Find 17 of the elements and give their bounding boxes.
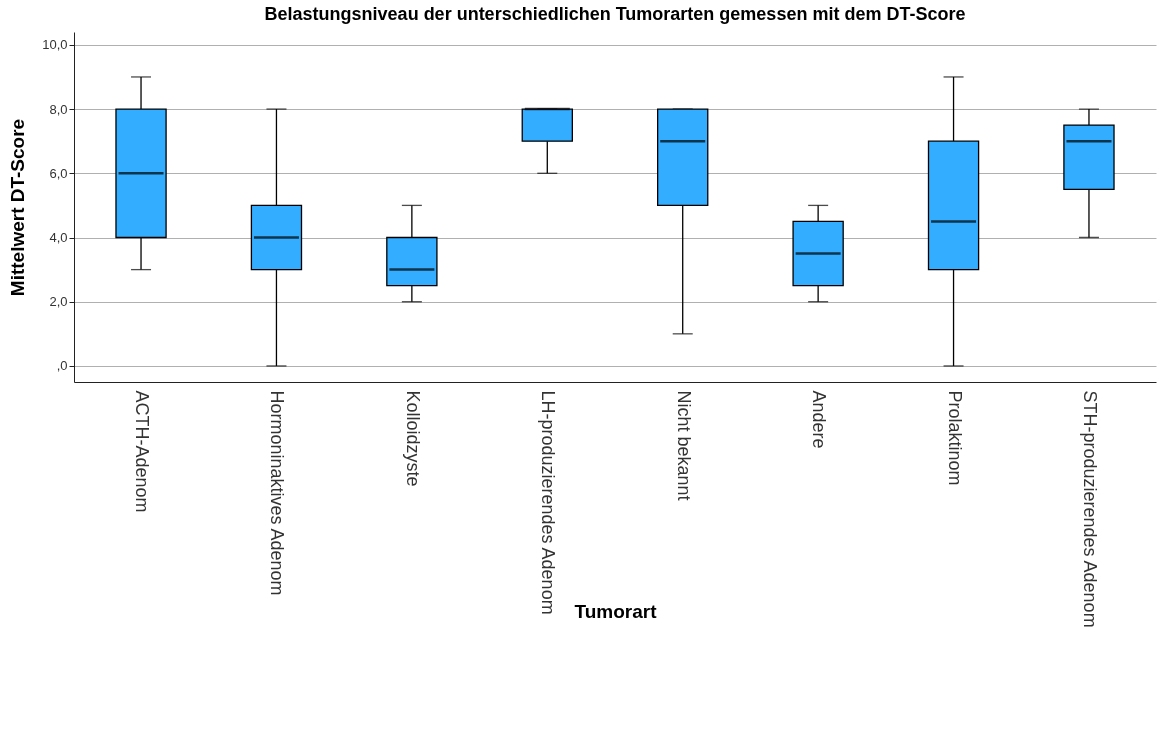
x-axis-title: Tumorart — [574, 600, 658, 622]
y-tick-label: ,0 — [56, 358, 68, 374]
y-tick-label: 6,0 — [49, 165, 68, 181]
chart-title: Belastungsniveau der unterschiedlichen Tumorarten gemessen mit dem DT-Score — [264, 4, 966, 24]
x-tick-label: Nicht bekannt — [673, 390, 694, 501]
x-tick-label: Andere — [809, 390, 830, 449]
x-tick-label: LH-produzierendes Adenom — [538, 390, 559, 615]
y-tick-label: 2,0 — [49, 294, 68, 310]
y-axis-title: Mittelwert DT-Score — [7, 118, 29, 297]
y-tick-label: 10,0 — [42, 37, 68, 53]
x-tick-label: Prolaktinom — [944, 390, 965, 486]
x-tick-label: Kolloidzyste — [402, 390, 423, 487]
x-tick-label: Hormoninaktives Adenom — [267, 390, 288, 596]
y-tick-label: 4,0 — [49, 230, 68, 245]
y-tick-label: 8,0 — [49, 101, 68, 117]
x-tick-label: ACTH-Adenom — [132, 390, 153, 513]
x-tick-label: STH-produzierendes Adenom — [1079, 390, 1100, 628]
